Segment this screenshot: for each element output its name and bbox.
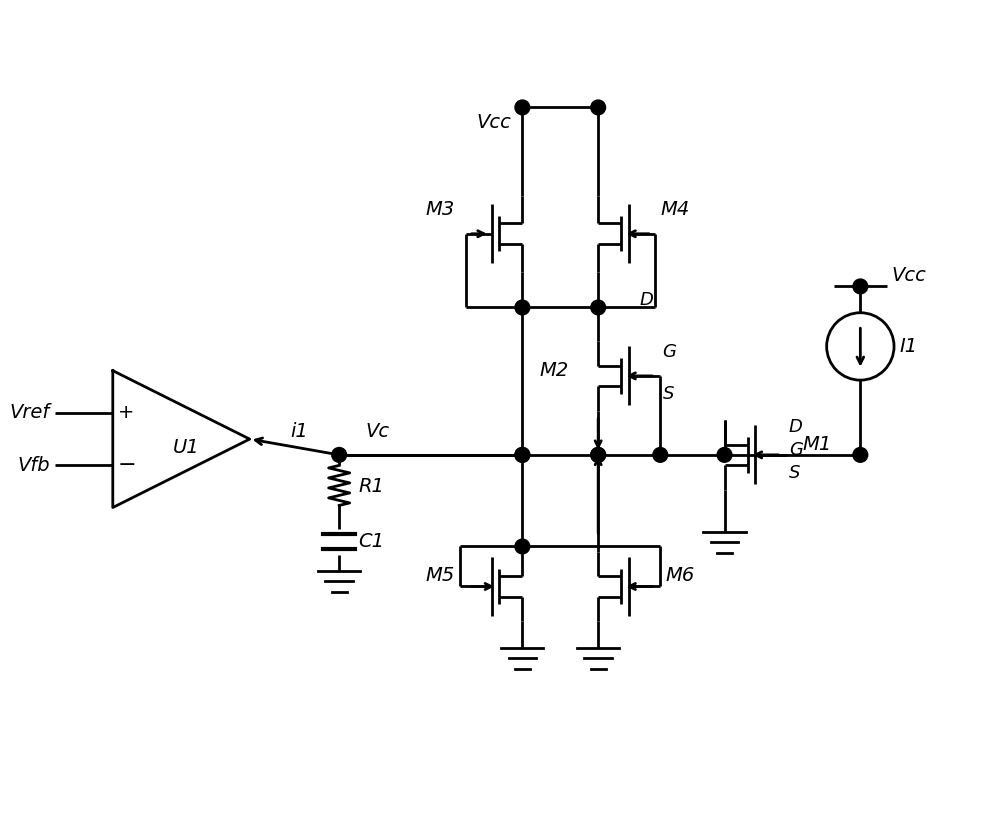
Text: −: − xyxy=(117,456,136,475)
Text: M2: M2 xyxy=(539,361,568,380)
Text: M6: M6 xyxy=(666,566,695,585)
Text: C1: C1 xyxy=(358,532,384,551)
Text: M3: M3 xyxy=(426,200,455,218)
Circle shape xyxy=(515,447,530,462)
Text: U1: U1 xyxy=(173,438,200,457)
Text: I1: I1 xyxy=(899,337,917,356)
Circle shape xyxy=(853,447,868,462)
Circle shape xyxy=(515,100,530,115)
Text: Vcc: Vcc xyxy=(892,267,927,285)
Circle shape xyxy=(717,447,732,462)
Circle shape xyxy=(591,447,606,462)
Circle shape xyxy=(515,539,530,554)
Text: S: S xyxy=(662,385,674,403)
Text: D: D xyxy=(789,418,803,436)
Circle shape xyxy=(515,447,530,462)
Circle shape xyxy=(653,447,668,462)
Text: M5: M5 xyxy=(426,566,455,585)
Text: Vref: Vref xyxy=(9,403,50,422)
Circle shape xyxy=(591,100,606,115)
Text: M4: M4 xyxy=(660,200,690,218)
Text: G: G xyxy=(662,343,676,361)
Circle shape xyxy=(591,300,606,315)
Text: +: + xyxy=(118,403,135,422)
Circle shape xyxy=(853,279,868,293)
Circle shape xyxy=(515,300,530,315)
Text: Vcc: Vcc xyxy=(477,113,512,133)
Circle shape xyxy=(591,447,606,462)
Text: Vfb: Vfb xyxy=(17,456,50,475)
Text: D: D xyxy=(639,292,653,310)
Text: Vc: Vc xyxy=(365,422,390,441)
Text: R1: R1 xyxy=(358,477,384,496)
Circle shape xyxy=(332,447,347,462)
Text: i1: i1 xyxy=(290,422,308,441)
Text: G: G xyxy=(789,441,803,459)
Text: S: S xyxy=(789,464,800,482)
Text: M1: M1 xyxy=(802,434,832,454)
